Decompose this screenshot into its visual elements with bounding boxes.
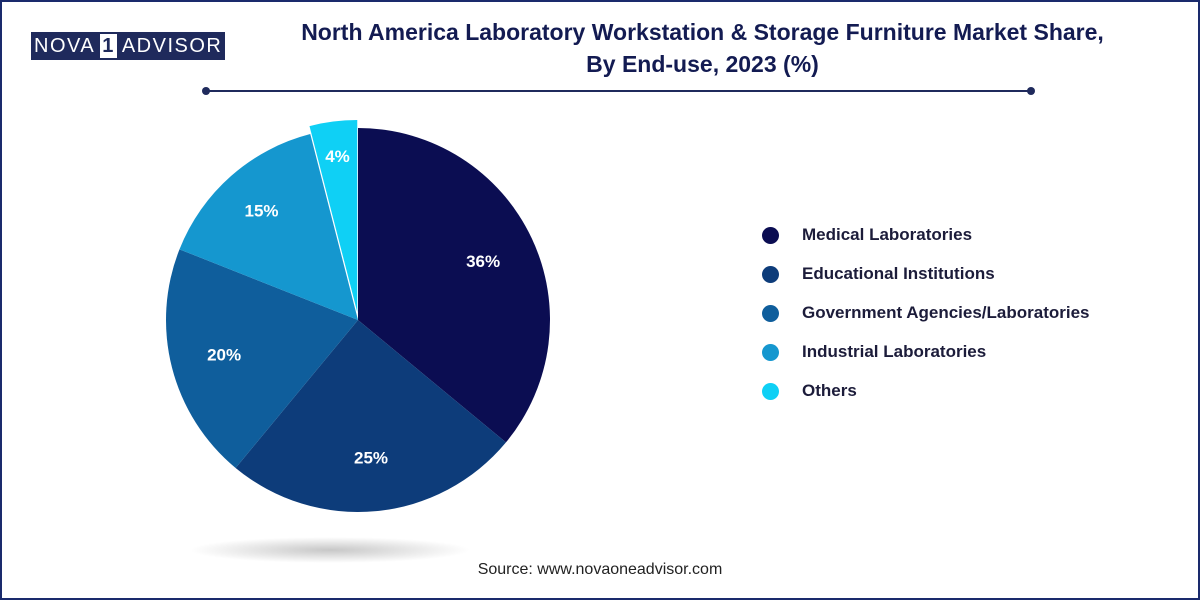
divider-dot-left [202,87,210,95]
pie-slice-others [309,120,358,313]
title-divider [206,90,1031,92]
legend-item: Others [762,381,1090,401]
legend-label: Government Agencies/Laboratories [802,303,1090,322]
logo-text-left: NOVA [34,35,96,57]
pie-slice-label: 4% [325,147,350,166]
legend-label: Educational Institutions [802,264,995,283]
pie-shadow [190,537,470,563]
logo-digit: 1 [98,32,119,60]
pie-slice-medical-laboratories [358,128,550,443]
divider-dot-right [1027,87,1035,95]
legend-item: Government Agencies/Laboratories [762,303,1090,323]
legend-swatch [762,265,779,283]
pie-slice-labels: 36% 25% 20% 15% 4% [207,147,500,468]
legend-label: Industrial Laboratories [802,342,987,361]
legend-label: Others [802,381,857,400]
legend-swatch [762,343,779,361]
pie-slice-label: 25% [354,449,388,468]
pie-slice-label: 36% [466,252,500,271]
chart-title-line-2: By End-use, 2023 (%) [586,51,819,77]
pie-slice-label: 15% [244,202,278,221]
legend-item: Educational Institutions [762,264,1090,284]
legend-swatch [762,226,779,244]
pie-slice-educational-institutions [235,320,506,512]
pie-slice-industrial-laboratories [179,134,358,320]
pie-slice-label: 20% [207,345,241,364]
legend-item: Medical Laboratories [762,225,1090,245]
chart-title-line-1: North America Laboratory Workstation & S… [301,19,1104,45]
pie-slices [166,120,550,512]
legend-swatch [762,304,779,322]
pie-slice-government-agencies-laboratories [166,249,358,468]
logo-text-right: ADVISOR [121,35,223,57]
legend-label: Medical Laboratories [802,225,973,244]
legend-item: Industrial Laboratories [762,342,1090,362]
chart-legend: Medical Laboratories Educational Institut… [762,225,1090,420]
legend-swatch [762,382,779,400]
chart-title: North America Laboratory Workstation & S… [230,16,1175,80]
source-note: Source: www.novaoneadvisor.com [477,561,723,578]
brand-logo: NOVA 1 ADVISOR [31,32,226,60]
